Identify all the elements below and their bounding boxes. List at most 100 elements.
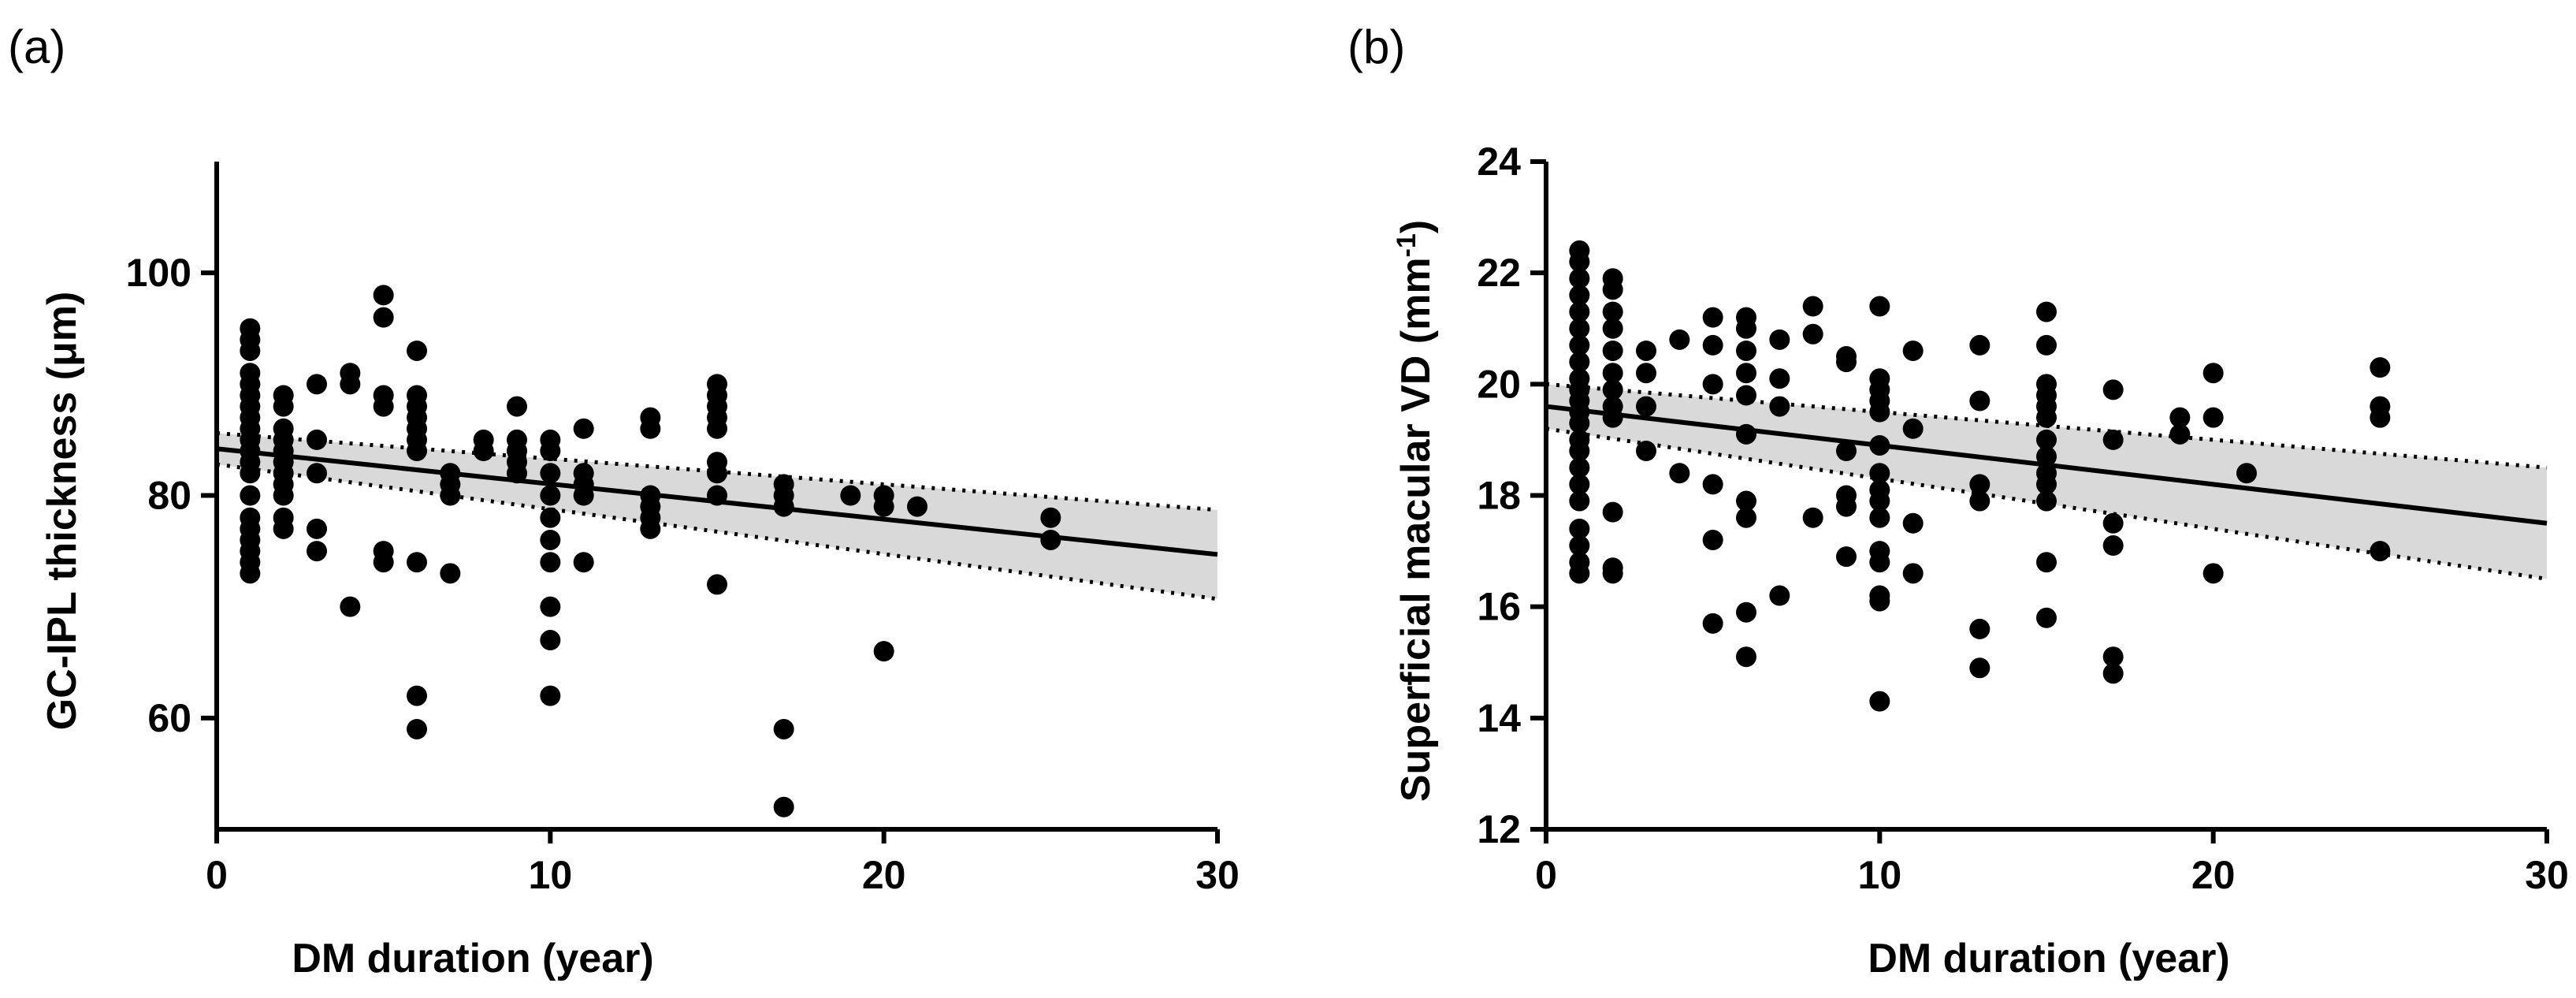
panel-b-x-tick-label: 20 bbox=[2191, 853, 2236, 897]
panel-b-data-point bbox=[1569, 285, 1590, 306]
panel-b-data-point bbox=[1569, 251, 1590, 273]
panel-a-gc-ipl-chart: (a) 0 10 20 30 60 80 100 DM duration (year) GC… bbox=[8, 20, 1240, 981]
panel-a-data-point bbox=[273, 518, 294, 539]
panel-b-data-point bbox=[1569, 441, 1590, 462]
panel-b-data-point bbox=[2036, 407, 2057, 428]
panel-b-data-point bbox=[1736, 490, 1756, 512]
panel-b-y-tick-label: 16 bbox=[1477, 585, 1521, 629]
panel-b-label: (b) bbox=[1347, 20, 1405, 73]
panel-b-data-point bbox=[1802, 296, 1823, 317]
panel-b-data-point bbox=[1702, 529, 1723, 550]
panel-b-data-point bbox=[2036, 474, 2057, 495]
panel-b-data-point bbox=[2370, 357, 2391, 378]
panel-b-data-point bbox=[2036, 334, 2057, 356]
panel-b-data-point bbox=[2169, 407, 2191, 428]
panel-b-y-tick-label: 14 bbox=[1477, 696, 1521, 740]
panel-a-data-point bbox=[440, 485, 461, 506]
panel-b-data-point bbox=[2202, 563, 2224, 584]
panel-b-data-point bbox=[1602, 407, 1623, 428]
panel-a-ci-lower-line bbox=[216, 462, 1218, 601]
panel-a-data-point bbox=[540, 441, 561, 462]
panel-b-data-point bbox=[1902, 418, 1924, 439]
panel-b-data-point bbox=[1802, 507, 1823, 528]
panel-a-data-point bbox=[540, 552, 561, 573]
panel-b-data-point bbox=[2102, 646, 2124, 668]
panel-a-regression-line bbox=[216, 446, 1218, 557]
panel-b-data-point bbox=[2036, 607, 2057, 628]
panel-a-data-point bbox=[407, 441, 427, 462]
panel-a-data-point bbox=[307, 429, 327, 450]
panel-a-data-point bbox=[540, 507, 561, 528]
panel-b-data-point bbox=[1836, 496, 1857, 517]
panel-b-data-point bbox=[1669, 463, 1690, 484]
panel-b-data-point bbox=[2202, 363, 2224, 384]
panel-b-data-point bbox=[1569, 457, 1590, 479]
panel-b-data-point bbox=[1869, 296, 1890, 317]
panel-a-data-point bbox=[540, 485, 561, 506]
panel-b-macular-vd-chart: (b) 0 10 20 30 12 14 16 18 20 22 24 DM duration (y… bbox=[1347, 20, 2569, 981]
panel-b-data-point bbox=[1569, 268, 1590, 289]
panel-a-data-point bbox=[640, 418, 661, 439]
panel-b-axes: 0 10 20 30 12 14 16 18 20 22 24 bbox=[1477, 140, 2568, 897]
panel-b-data-point bbox=[1702, 334, 1723, 356]
panel-b-data-point bbox=[1736, 318, 1756, 339]
panel-a-data-point bbox=[373, 552, 394, 573]
panel-b-data-point bbox=[1769, 329, 1790, 350]
panel-b-data-point bbox=[1969, 334, 1991, 356]
panel-b-data-point bbox=[1602, 379, 1623, 400]
panel-a-y-tick-label: 60 bbox=[147, 696, 191, 740]
panel-b-data-point bbox=[1602, 501, 1623, 523]
panel-a-data-point bbox=[240, 563, 261, 584]
panel-b-data-point bbox=[1969, 474, 1991, 495]
panel-b-data-point bbox=[1602, 340, 1623, 361]
panel-b-y-axis-title: Superficial macular VD (mm-1) bbox=[1392, 220, 1439, 802]
panel-b-data-point bbox=[1636, 363, 1656, 384]
panel-b-data-point bbox=[1769, 368, 1790, 389]
panel-b-data-point bbox=[1569, 301, 1590, 322]
panel-b-data-point bbox=[1869, 507, 1890, 528]
panel-b-data-point bbox=[2102, 512, 2124, 534]
panel-b-data-point bbox=[1969, 390, 1991, 411]
panel-b-data-point bbox=[1902, 340, 1924, 361]
panel-b-data-point bbox=[1702, 307, 1723, 328]
panel-a-data-point bbox=[773, 718, 794, 739]
panel-b-data-point bbox=[1569, 490, 1590, 512]
panel-a-label: (a) bbox=[8, 20, 65, 73]
panel-b-data-point bbox=[1736, 363, 1756, 384]
panel-a-data-point bbox=[407, 340, 427, 361]
panel-a-regression bbox=[216, 446, 1218, 557]
panel-b-y-tick-label: 12 bbox=[1477, 807, 1521, 851]
panel-b-data-point bbox=[1769, 396, 1790, 417]
panel-b-data-point bbox=[1869, 552, 1890, 573]
panel-b-data-point bbox=[1569, 352, 1590, 373]
panel-b-y-axis-title-main: Superficial macular VD (mm bbox=[1393, 257, 1439, 802]
panel-b-data-point bbox=[1702, 613, 1723, 634]
panel-a-data-point bbox=[573, 552, 594, 573]
panel-b-data-point bbox=[2102, 535, 2124, 557]
panel-b-data-point bbox=[1702, 474, 1723, 495]
panel-a-data-point bbox=[907, 496, 927, 517]
panel-a-y-axis-title: GC-IPL thickness (μm) bbox=[39, 292, 85, 731]
panel-b-data-point bbox=[1602, 301, 1623, 322]
panel-b-data-point bbox=[1969, 657, 1991, 679]
panel-b-data-point bbox=[2036, 446, 2057, 467]
panel-a-data-point bbox=[307, 374, 327, 395]
panel-b-data-point bbox=[1602, 279, 1623, 300]
panel-b-y-tick-label: 20 bbox=[1477, 362, 1521, 406]
panel-b-data-point bbox=[1836, 352, 1857, 373]
panel-a-data-point bbox=[1040, 529, 1061, 550]
panel-a-x-tick-label: 20 bbox=[862, 853, 906, 897]
panel-a-data-point bbox=[373, 285, 394, 306]
panel-b-data-point bbox=[2370, 407, 2391, 428]
panel-b-data-point bbox=[1869, 691, 1890, 712]
panel-b-data-point bbox=[1569, 318, 1590, 339]
panel-b-data-point bbox=[1802, 323, 1823, 344]
panel-a-data-point bbox=[307, 463, 327, 484]
panel-b-y-tick-label: 24 bbox=[1477, 140, 1521, 184]
panel-a-data-point bbox=[573, 418, 594, 439]
panel-b-data-points bbox=[1569, 240, 2391, 712]
panel-a-x-tick-label: 10 bbox=[529, 853, 573, 897]
panel-b-y-axis-title-superscript: -1 bbox=[1392, 233, 1422, 257]
panel-b-data-point bbox=[1636, 441, 1656, 462]
